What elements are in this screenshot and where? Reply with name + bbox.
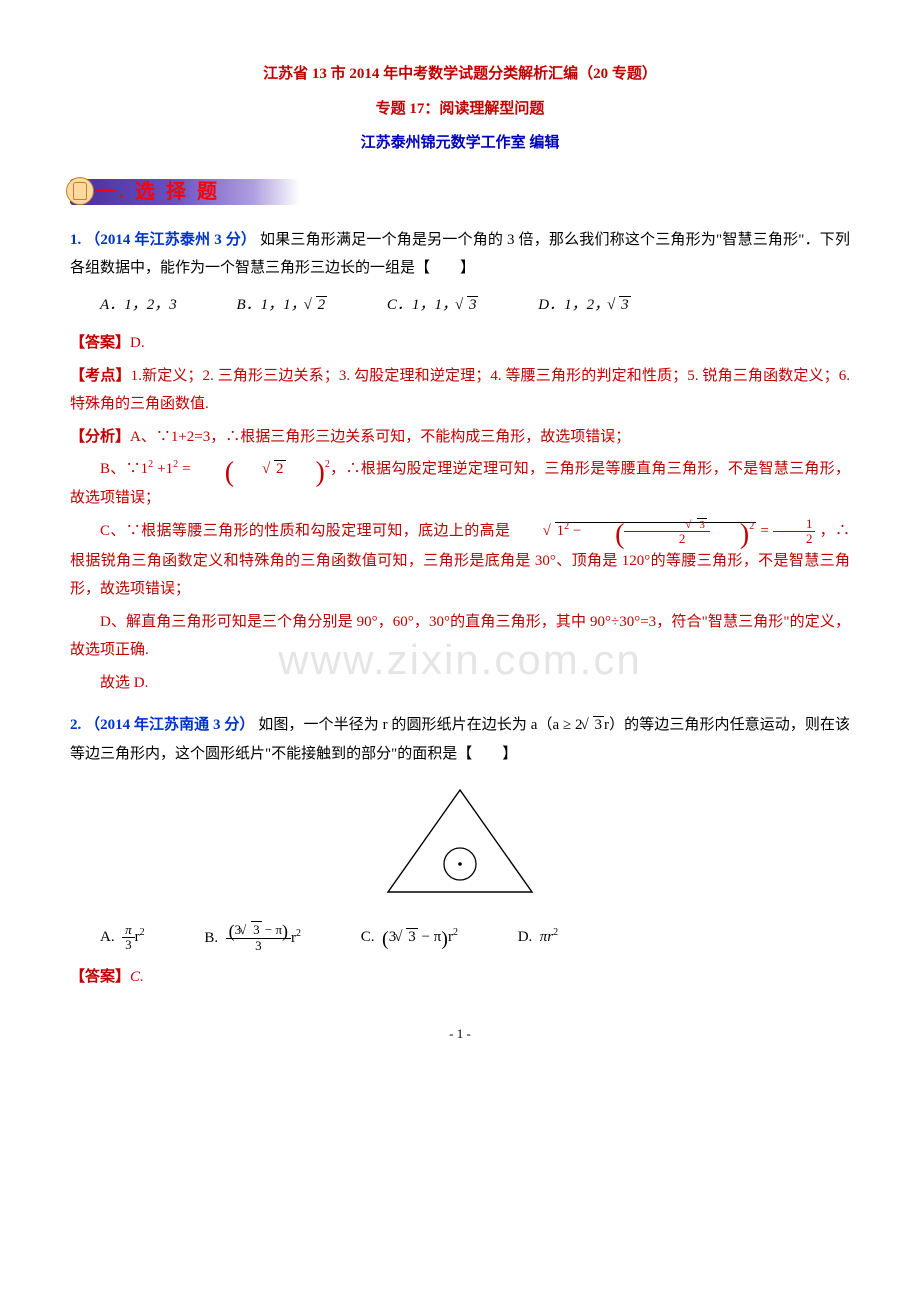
q1-option-c: C．1，1，3: [387, 291, 479, 320]
q1-an-c-radnum: 3: [697, 518, 707, 531]
sqrt-icon: 3: [396, 923, 418, 952]
q2-option-c: C. (33 − π)r2: [361, 923, 458, 952]
triangle-shape: [388, 790, 532, 892]
q2-answer: 【答案】C.: [70, 963, 850, 992]
answer-label: 【答案】: [70, 969, 130, 985]
q1-an-b-rad: 2: [274, 460, 286, 477]
sqrt-icon: 2: [306, 291, 328, 320]
q1-opt-d-rad: 3: [619, 296, 631, 313]
q1-opt-c-prefix: 1，1，: [412, 297, 457, 313]
q1-an-c-math: 12 − (32)2 = 12: [515, 523, 820, 539]
q1-answer: 【答案】D.: [70, 329, 850, 358]
sqrt-icon: 3: [457, 291, 479, 320]
section-banner: 一. 选 择 题: [70, 178, 300, 208]
q2-b-rad: 3: [251, 921, 262, 937]
title-sub: 专题 17：阅读理解型问题: [70, 95, 850, 124]
q1-analysis-end: 故选 D.: [70, 669, 850, 698]
q2-option-d: D. πr2: [518, 923, 558, 952]
q1-option-a: A．1，2，3: [100, 291, 177, 320]
q2-stem-rad: 3: [593, 716, 605, 733]
q2-stem: 2. （2014 年江苏南通 3 分） 如图，一个半径为 r 的圆形纸片在边长为…: [70, 711, 850, 768]
q1-an-c-pre: C、∵根据等腰三角形的性质和勾股定理可知，底边上的高是: [100, 523, 515, 539]
q1-analysis-d: D、解直角三角形可知是三个角分别是 90°，60°，30°的直角三角形，其中 9…: [70, 608, 850, 665]
keypoint-label: 【考点】: [70, 368, 131, 384]
q2-option-a: A. π3r2: [100, 923, 145, 953]
q2-d: πr: [540, 929, 553, 945]
q1-kp-body: 1.新定义；2. 三角形三边关系；3. 勾股定理和逆定理；4. 等腰三角形的判定…: [70, 368, 850, 413]
q2-answer-text: C.: [130, 969, 144, 985]
q1-opt-a-text: 1，2，3: [124, 297, 177, 313]
q1-opt-b-prefix: 1，1，: [261, 297, 306, 313]
sqrt-icon: 3: [241, 923, 262, 937]
q1-analysis-a: 【分析】A、∵1+2=3，∴根据三角形三边关系可知，不能构成三角形，故选项错误；: [70, 423, 850, 452]
q1-an-b-pre: B、∵1: [100, 461, 148, 477]
q1-stem: 1. （2014 年江苏泰州 3 分） 如果三角形满足一个角是另一个角的 3 倍…: [70, 226, 850, 283]
circle-center-dot: [458, 862, 462, 866]
q1-an-c-frac-n: 1: [773, 517, 816, 532]
q1-analysis-b: B、∵12 +12 = (2)2，∴根据勾股定理逆定理可知，三角形是等腰直角三角…: [70, 455, 850, 513]
q2-number: 2.: [70, 717, 81, 733]
q2-figure: [70, 782, 850, 913]
q2-a-num: π: [125, 922, 132, 937]
q1-keypoints: 【考点】1.新定义；2. 三角形三边关系；3. 勾股定理和逆定理；4. 等腰三角…: [70, 362, 850, 419]
q2-c-b: − π: [418, 929, 442, 945]
q1-option-d: D．1，2，3: [538, 291, 630, 320]
title-main: 江苏省 13 市 2014 年中考数学试题分类解析汇编（20 专题）: [70, 60, 850, 89]
q1-opt-d-prefix: 1，2，: [564, 297, 609, 313]
page-number: - 1 -: [70, 1022, 850, 1047]
q1-an-b-math: (2)2: [195, 461, 330, 477]
q2-a-den: 3: [122, 938, 135, 952]
q2-source: （2014 年江苏南通 3 分）: [85, 717, 254, 733]
q1-opt-c-rad: 3: [467, 296, 479, 313]
thumb-up-icon: [66, 177, 94, 205]
q2-b-den: 3: [226, 939, 291, 953]
banner-label: 一. 选 择 题: [96, 179, 220, 205]
q1-opt-b-rad: 2: [316, 296, 328, 313]
q2-options: A. π3r2 B. (33 − π)3r2 C. (33 − π)r2 D. …: [70, 923, 850, 954]
sqrt-icon: 3: [609, 291, 631, 320]
triangle-circle-diagram: [380, 782, 540, 902]
q1-options: A．1，2，3 B．1，1，2 C．1，1，3 D．1，2，3: [70, 291, 850, 320]
sqrt-icon: 3: [583, 711, 605, 740]
banner-gradient: 一. 选 择 题: [70, 179, 300, 205]
q2-c-rad: 3: [406, 928, 418, 945]
answer-label: 【答案】: [70, 335, 130, 351]
q1-answer-text: D.: [130, 335, 145, 351]
q1-an-b-eq: =: [178, 461, 195, 477]
q1-an-c-frac-d: 2: [773, 532, 816, 546]
title-editor: 江苏泰州锦元数学工作室 编辑: [70, 129, 850, 158]
q1-number: 1.: [70, 232, 81, 248]
q2-stem-a: 如图，一个半径为 r 的圆形纸片在边长为 a（a ≥ 2: [258, 717, 582, 733]
analysis-label: 【分析】: [70, 429, 130, 445]
sqrt-icon: 12 − (32)2: [515, 517, 757, 547]
q1-option-b: B．1，1，2: [236, 291, 327, 320]
q2-b-b: − π: [262, 922, 282, 937]
q1-an-b-mid: +1: [153, 461, 173, 477]
q1-source: （2014 年江苏泰州 3 分）: [85, 232, 256, 248]
q1-an-a: A、∵1+2=3，∴根据三角形三边关系可知，不能构成三角形，故选项错误；: [130, 429, 630, 445]
q2-option-b: B. (33 − π)3r2: [204, 923, 301, 954]
q1-analysis-c: C、∵根据等腰三角形的性质和勾股定理可知，底边上的高是 12 − (32)2 =…: [70, 517, 850, 604]
sqrt-icon: 2: [234, 455, 286, 484]
